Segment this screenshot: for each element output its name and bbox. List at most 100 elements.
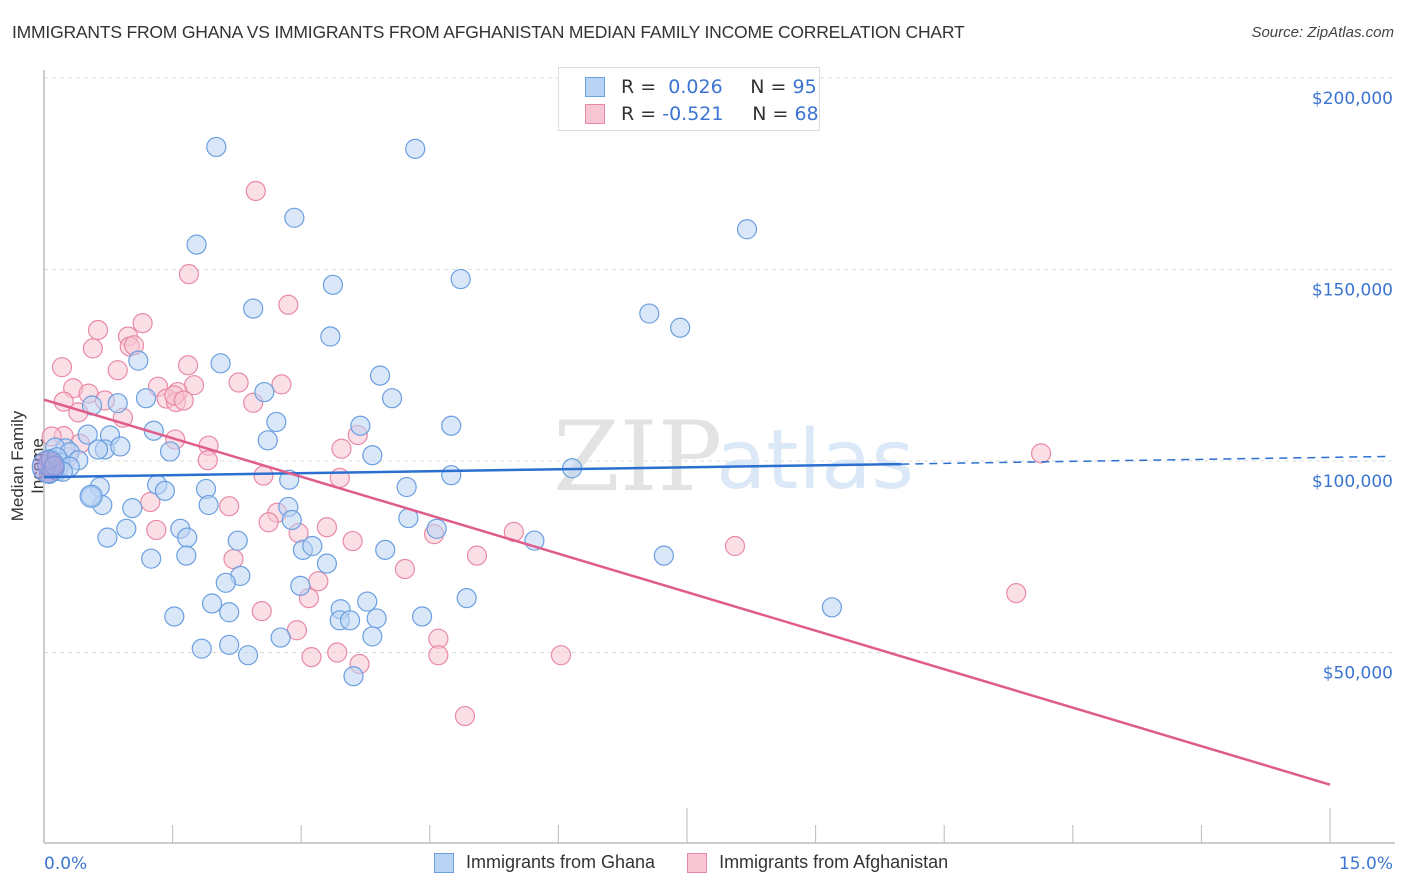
ghana-point — [110, 436, 131, 457]
afghanistan-point — [466, 545, 488, 566]
n-label: N = — [750, 76, 787, 98]
afghanistan-point — [177, 355, 199, 376]
afghanistan-swatch — [687, 852, 708, 873]
ghana-point — [266, 411, 287, 433]
afghanistan-point — [1006, 583, 1027, 604]
ghana-point — [366, 608, 387, 629]
ghana-point — [653, 545, 674, 566]
ghana-point — [639, 303, 660, 324]
afghanistan-point — [1030, 443, 1052, 464]
ghana-point — [154, 480, 175, 501]
afghanistan-point — [258, 512, 279, 533]
ghana-point — [79, 484, 103, 508]
afghanistan-point — [253, 465, 274, 486]
ghana-point — [186, 234, 207, 255]
legend-label: Immigrants from Ghana — [466, 852, 656, 872]
afghanistan-point — [245, 180, 266, 202]
afghanistan-point — [271, 374, 292, 395]
ghana-swatch — [585, 77, 605, 97]
afghanistan-point — [550, 645, 572, 666]
ghana-point — [290, 575, 311, 596]
afghanistan-swatch — [585, 104, 605, 124]
x-tick-label-min: 0.0% — [44, 854, 87, 874]
ghana-point — [456, 588, 477, 609]
ghana-point — [821, 597, 842, 618]
afghanistan-point — [327, 642, 348, 663]
r-value: -0.521 — [662, 103, 724, 125]
ghana-point — [219, 602, 240, 623]
source-label: Source: ZipAtlas.com — [1251, 24, 1394, 41]
ghana-point — [670, 317, 691, 338]
ghana-trend-extension — [901, 455, 1391, 465]
afghanistan-point — [724, 535, 746, 557]
ghana-point — [128, 350, 149, 371]
ghana-point — [284, 207, 305, 228]
legend-item-ghana[interactable]: Immigrants from Ghana — [434, 852, 655, 873]
ghana-point — [375, 539, 396, 560]
ghana-point — [201, 593, 223, 614]
legend-row-afghanistan: R = -0.521 N = 68 — [585, 103, 819, 125]
ghana-point — [281, 509, 302, 531]
ghana-point — [426, 518, 447, 539]
ghana-point — [362, 445, 383, 466]
ghana-point — [219, 634, 240, 655]
ghana-point — [339, 610, 361, 631]
ghana-point — [381, 388, 403, 409]
ghana-point — [411, 606, 433, 627]
afghanistan-point — [197, 450, 218, 471]
n-value: 95 — [792, 76, 817, 98]
trend-lines — [43, 398, 1391, 786]
afghanistan-point — [173, 390, 194, 411]
ghana-point — [441, 415, 462, 436]
legend-label: Immigrants from Afghanistan — [719, 852, 949, 872]
ghana-point — [141, 548, 162, 569]
ghana-point — [97, 527, 118, 548]
correlation-legend: R = 0.026 N = 95 R = -0.521 N = 68 — [558, 67, 820, 131]
ghana-point — [441, 465, 462, 486]
r-label: R = — [621, 103, 657, 125]
afghanistan-point — [87, 319, 109, 341]
legend-row-ghana: R = 0.026 N = 95 — [585, 76, 817, 98]
grid-lines — [44, 77, 1395, 653]
ghana-point — [243, 298, 264, 319]
ghana-point — [122, 498, 143, 519]
afghanistan-point — [278, 294, 299, 315]
ghana-point — [77, 424, 98, 445]
ghana-point — [210, 353, 231, 374]
afghanistan-point — [454, 705, 476, 727]
watermark-atlas: atlas — [716, 413, 914, 508]
ghana-point — [159, 441, 181, 462]
ghana-point — [191, 638, 212, 659]
ghana-point — [362, 626, 383, 647]
ghana-point — [107, 393, 128, 414]
legend-item-afghanistan[interactable]: Immigrants from Afghanistan — [687, 852, 948, 873]
ghana-point — [316, 553, 338, 574]
afghanistan-point — [301, 646, 322, 668]
ghana-point — [237, 645, 259, 666]
y-tick-labels: $50,000 $100,000 $150,000 $200,000 — [1312, 89, 1393, 684]
ghana-point — [343, 666, 364, 687]
afghanistan-point — [107, 360, 128, 381]
ghana-point — [176, 545, 197, 566]
n-label: N = — [752, 103, 789, 125]
ghana-point — [369, 365, 391, 386]
ghana-point — [320, 326, 341, 347]
afghanistan-point — [223, 548, 244, 570]
afghanistan-point — [316, 517, 338, 538]
ghana-point — [357, 591, 378, 612]
chart-title: IMMIGRANTS FROM GHANA VS IMMIGRANTS FROM… — [12, 22, 965, 42]
afghanistan-point — [146, 519, 167, 541]
y-tick-label: $100,000 — [1312, 472, 1393, 492]
afghanistan-point — [251, 601, 272, 622]
afghanistan-point — [140, 491, 161, 513]
ghana-point — [135, 388, 157, 409]
afghanistan-point — [331, 438, 352, 459]
afghanistan-point — [219, 496, 240, 517]
ghana-trend-line — [43, 462, 902, 479]
ghana-point — [215, 572, 236, 593]
ghana-point — [254, 381, 275, 403]
y-tick-label: $50,000 — [1323, 664, 1393, 684]
ghana-point — [270, 627, 291, 648]
watermark-zip: ZIP — [553, 401, 722, 513]
